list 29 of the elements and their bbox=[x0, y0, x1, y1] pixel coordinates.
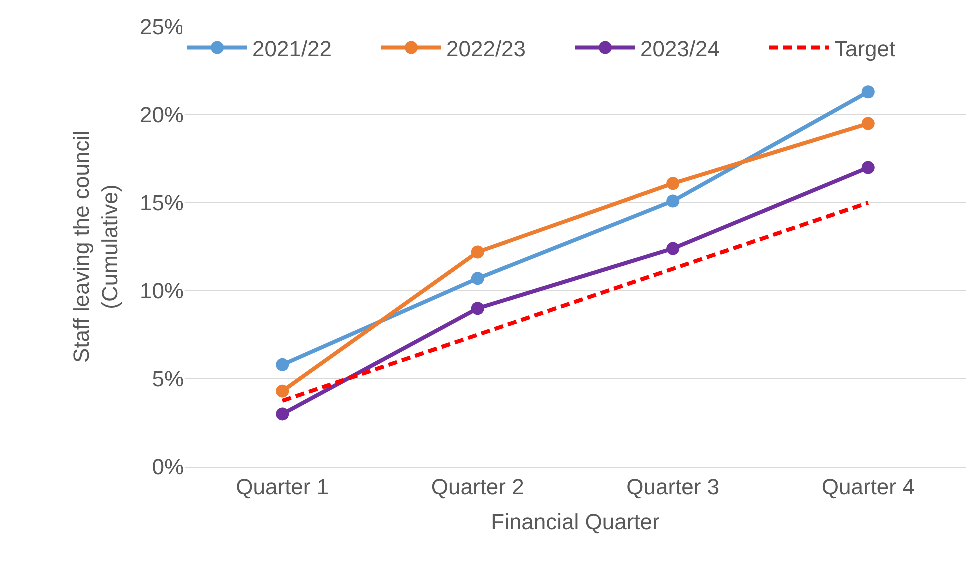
point bbox=[471, 246, 484, 259]
x-tick-label: Quarter 2 bbox=[431, 474, 524, 500]
point bbox=[862, 86, 875, 99]
point bbox=[666, 242, 680, 256]
y-tick-label: 25% bbox=[140, 14, 184, 40]
legend-label: 2021/22 bbox=[252, 36, 332, 62]
y-axis-title: Staff leaving the council (Cumulative) bbox=[69, 131, 123, 363]
y-tick-label: 15% bbox=[140, 190, 184, 216]
point bbox=[666, 177, 680, 190]
line-series bbox=[280, 201, 870, 403]
legend-label: 2022/23 bbox=[446, 36, 526, 62]
legend-label: Target bbox=[834, 36, 896, 62]
point bbox=[276, 358, 290, 372]
point bbox=[862, 117, 875, 130]
y-tick-label: 5% bbox=[152, 366, 184, 392]
x-tick-label: Quarter 3 bbox=[626, 474, 720, 500]
point bbox=[276, 384, 290, 398]
y-tick-label: 10% bbox=[140, 278, 184, 304]
y-tick-label: 20% bbox=[140, 102, 184, 128]
x-tick-label: Quarter 1 bbox=[236, 474, 330, 500]
point bbox=[666, 194, 680, 208]
point bbox=[471, 302, 484, 316]
legend-label: 2023/24 bbox=[640, 36, 720, 62]
x-tick-label: Quarter 4 bbox=[822, 474, 915, 500]
y-tick-label: 0% bbox=[152, 454, 184, 480]
point bbox=[276, 408, 290, 421]
point bbox=[471, 272, 484, 286]
x-axis-title: Financial Quarter bbox=[491, 509, 660, 534]
point bbox=[862, 161, 875, 174]
